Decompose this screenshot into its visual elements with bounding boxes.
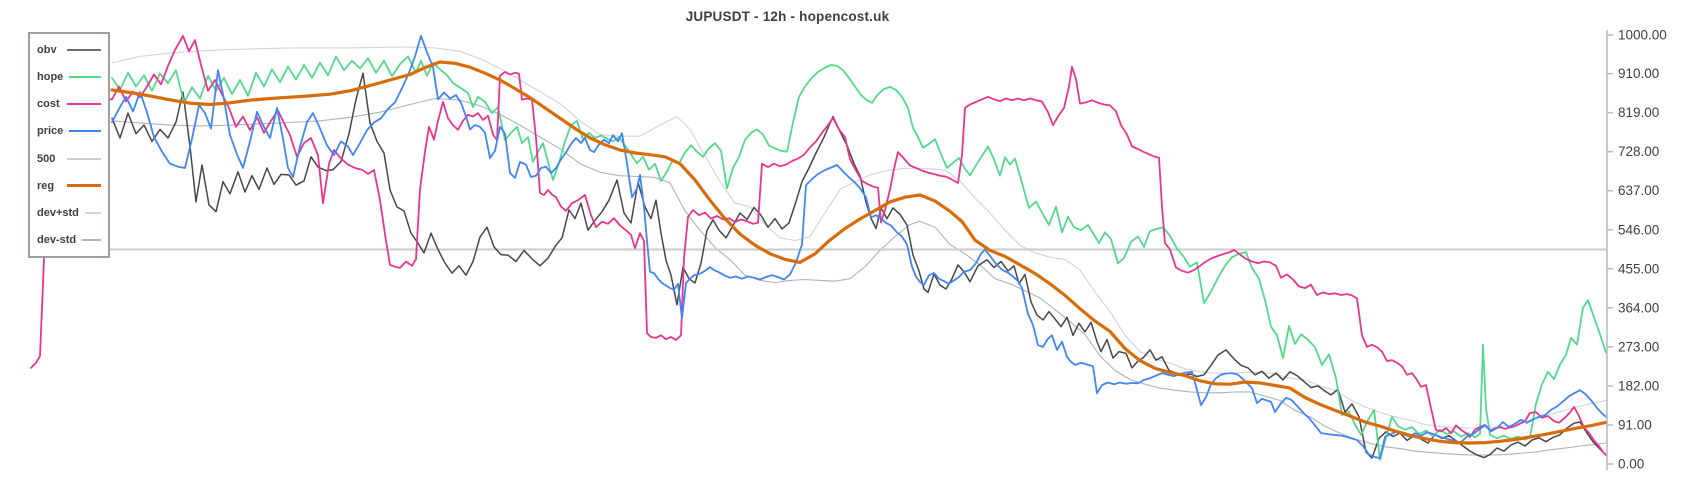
legend-item-obv[interactable]: obv — [37, 43, 101, 57]
legend-line-sample-icon — [67, 48, 101, 51]
legend-label: 500 — [37, 152, 56, 165]
y-axis-tick-label: 1000.00 — [1618, 28, 1667, 43]
legend-item-hope[interactable]: hope — [37, 70, 101, 84]
series-hope-line — [111, 55, 1607, 461]
y-axis-tick-label: 728.00 — [1618, 144, 1659, 159]
y-axis-tick-label: 455.00 — [1618, 261, 1659, 276]
legend-label: reg — [37, 179, 55, 192]
legend-item-cost[interactable]: cost — [37, 97, 101, 111]
legend-label: dev-std — [37, 234, 77, 247]
legend-line-sample-icon — [69, 130, 101, 133]
series-cost-line — [30, 35, 1607, 456]
y-axis-tick-label: 819.00 — [1618, 105, 1659, 120]
y-axis-tick-label: 546.00 — [1618, 222, 1659, 237]
chart-title: JUPUSDT - 12h - hopencost.uk — [685, 9, 890, 24]
legend-label: price — [37, 125, 64, 138]
series-dev+std-line — [111, 46, 1607, 429]
legend-label: cost — [37, 98, 60, 111]
legend-label: dev+std — [37, 207, 79, 220]
y-axis-tick-label: 91.00 — [1618, 417, 1652, 432]
y-axis-tick-label: 0.00 — [1618, 457, 1644, 472]
legend-item-dev-plus-std[interactable]: dev+std — [37, 206, 101, 220]
y-axis-tick-label: 910.00 — [1618, 66, 1659, 81]
legend-item-reg[interactable]: reg — [37, 179, 101, 193]
legend-line-sample-icon — [67, 184, 101, 188]
legend-label: obv — [37, 43, 57, 56]
legend-line-sample-icon — [67, 157, 101, 160]
legend-line-sample-icon — [84, 212, 101, 215]
legend-line-sample-icon — [69, 75, 101, 78]
legend-item-price[interactable]: price — [37, 124, 101, 138]
legend-line-sample-icon — [82, 239, 101, 242]
chart-legend: obv hope cost price 500 reg dev+std dev — [28, 32, 110, 258]
series-price-line — [111, 35, 1607, 459]
y-axis-tick-label: 273.00 — [1618, 339, 1659, 354]
y-axis-tick-label: 182.00 — [1618, 378, 1659, 393]
legend-item-500[interactable]: 500 — [37, 152, 101, 166]
y-axis-tick-label: 364.00 — [1618, 300, 1659, 315]
legend-label: hope — [37, 70, 64, 83]
series-dev-std-line — [111, 97, 1607, 456]
legend-line-sample-icon — [67, 103, 101, 106]
legend-item-dev-minus-std[interactable]: dev-std — [37, 233, 101, 247]
series-reg-line — [110, 60, 1608, 445]
series-obv-line — [111, 72, 1607, 459]
y-axis-tick-label: 637.00 — [1618, 183, 1659, 198]
